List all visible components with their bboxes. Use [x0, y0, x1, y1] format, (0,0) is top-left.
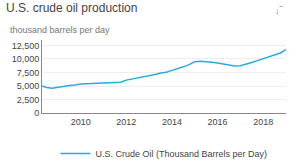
svg-text:2010: 2010: [71, 117, 91, 127]
svg-text:thousand barrels per day: thousand barrels per day: [10, 25, 110, 35]
svg-text:2016: 2016: [208, 117, 228, 127]
svg-text:5,000: 5,000: [17, 81, 40, 91]
svg-text:U.S. Crude Oil (Thousand Barre: U.S. Crude Oil (Thousand Barrels per Day…: [96, 149, 268, 159]
svg-text:2018: 2018: [253, 117, 273, 127]
svg-text:12,500: 12,500: [12, 41, 40, 51]
svg-text:2012: 2012: [116, 117, 136, 127]
svg-text:7,500: 7,500: [17, 68, 40, 78]
svg-text:U.S. crude oil production: U.S. crude oil production: [6, 1, 137, 15]
svg-text:2,500: 2,500: [17, 95, 40, 105]
svg-text:↓‾: ↓‾: [275, 6, 284, 16]
svg-text:0: 0: [34, 108, 39, 118]
svg-text:10,000: 10,000: [12, 54, 40, 64]
svg-text:2014: 2014: [162, 117, 182, 127]
